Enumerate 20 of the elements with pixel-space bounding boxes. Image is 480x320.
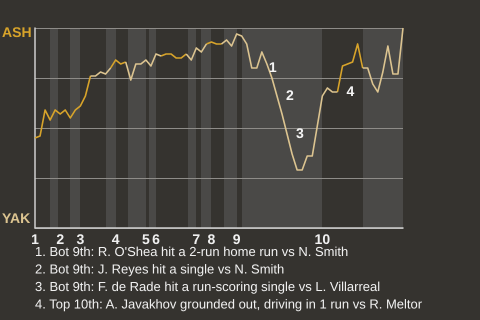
text: 3. Bot 9th: F. de Rade hit a run-scoring single vs L. Villarreal <box>35 279 380 294</box>
x-tick-label: 8 <box>208 231 216 247</box>
annotation: 4 <box>346 83 354 99</box>
x-tick-label: 1 <box>31 231 40 247</box>
x-tick-label: 5 <box>142 231 150 247</box>
annotation: 2 <box>286 87 294 103</box>
x-tick-label: 4 <box>112 231 120 247</box>
x-tick-label: 7 <box>192 231 200 247</box>
text: 4. Top 10th: A. Javakhov grounded out, driving in 1 run vs R. Meltor <box>35 296 423 312</box>
text: 2. Bot 9th: J. Reyes hit a single vs N. Smith <box>35 262 284 276</box>
x-tick-label: 9 <box>232 231 241 247</box>
text: YAK <box>2 210 30 226</box>
x-tick-label: 10 <box>314 231 330 247</box>
text: ASH <box>2 24 32 40</box>
annotation: 3 <box>296 125 304 141</box>
text: 1. Bot 9th: R. O'Shea hit a 2-run home run vs N. Smith <box>35 244 348 259</box>
x-tick-label: 6 <box>152 231 160 247</box>
x-tick-label: 2 <box>56 231 64 247</box>
annotation: 1 <box>268 59 277 75</box>
x-tick-label: 3 <box>76 231 84 247</box>
